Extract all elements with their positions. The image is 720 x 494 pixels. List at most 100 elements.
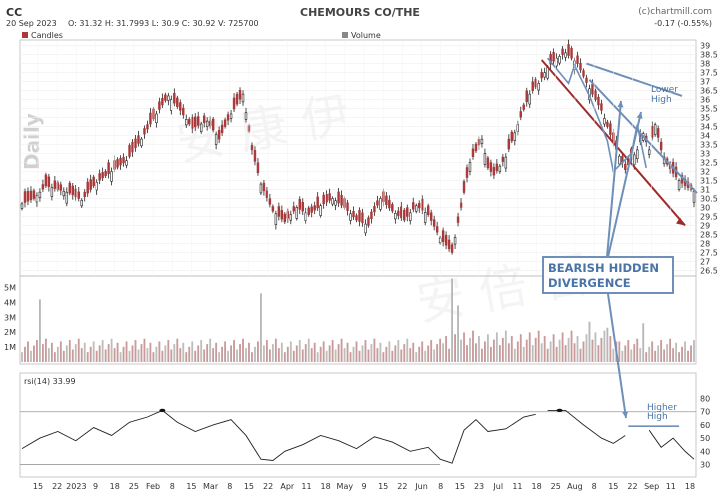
volume-bar: [388, 341, 391, 362]
volume-bar: [50, 342, 53, 362]
price-tick-label: 38: [700, 60, 710, 69]
volume-panel-frame: [19, 275, 697, 365]
candle-body: [355, 215, 358, 221]
volume-bar: [579, 348, 582, 362]
candle-body: [516, 124, 520, 132]
candle-body: [241, 93, 245, 103]
volume-bar: [268, 349, 271, 362]
candle-body: [507, 138, 511, 150]
x-tick-label: 23: [474, 482, 484, 491]
volume-bar: [666, 344, 669, 362]
volume-bar: [522, 346, 525, 362]
volume-bar: [152, 352, 155, 362]
volume-bar: [400, 349, 403, 362]
candle-body: [214, 134, 218, 145]
price-tick-label: 35: [700, 114, 710, 123]
candle-body: [158, 101, 161, 110]
candle-body: [423, 212, 427, 223]
volume-bar: [570, 330, 573, 362]
volume-bar: [197, 345, 200, 362]
candle-body: [226, 114, 230, 121]
candle-body: [238, 89, 242, 100]
volume-bar: [242, 338, 244, 362]
volume-bar: [304, 344, 307, 362]
x-tick-label: 22: [397, 482, 407, 491]
candle-body: [570, 47, 573, 59]
candle-body: [167, 95, 170, 101]
candle-body: [659, 141, 663, 151]
volume-bar: [573, 343, 576, 362]
volume-bar: [206, 344, 209, 362]
candle-body: [537, 83, 540, 91]
volume-bar: [221, 346, 224, 362]
candle-body: [89, 179, 92, 190]
candle-body: [289, 214, 293, 221]
volume-bar: [519, 334, 522, 362]
candle-body: [692, 190, 696, 203]
x-tick-label: Aug: [567, 482, 583, 491]
candle-body: [591, 83, 594, 95]
volume-bar: [430, 340, 433, 362]
volume-bar: [316, 352, 319, 362]
volume-bar: [349, 352, 352, 362]
x-tick-label: 22: [263, 482, 273, 491]
volume-bar: [251, 352, 253, 362]
candle-body: [364, 223, 367, 234]
volume-bar: [134, 340, 137, 362]
volume-bar: [41, 344, 44, 362]
candle-body: [343, 198, 346, 208]
volume-bar: [561, 332, 564, 362]
volume-y-axis: 1M 2M 3M 4M 5M: [4, 283, 16, 352]
volume-bar: [167, 340, 170, 362]
candle-body: [346, 202, 349, 211]
symbol: CC: [6, 6, 22, 19]
candle-body: [170, 99, 173, 111]
price-tick-label: 39: [700, 42, 710, 51]
volume-bar: [352, 346, 355, 362]
rsi-tick-label: 60: [700, 421, 710, 430]
volume-bar: [361, 345, 364, 362]
volume-bar: [346, 342, 349, 362]
candle-body: [489, 162, 493, 172]
volume-bar: [448, 348, 451, 362]
price-tick-label: 31.5: [700, 176, 718, 185]
candle-body: [223, 119, 227, 127]
volume-bar: [597, 345, 600, 362]
volume-bar: [322, 341, 325, 362]
x-tick-label: 18: [685, 482, 695, 491]
volume-bar: [239, 344, 241, 362]
candle-body: [298, 199, 301, 210]
candle-body: [337, 191, 340, 204]
volume-bar: [684, 341, 686, 362]
volume-bar: [319, 346, 322, 362]
divergence-label-line1: BEARISH HIDDEN: [548, 261, 659, 275]
price-tick-label: 29: [700, 221, 710, 230]
candle-body: [235, 93, 239, 105]
candle-body: [104, 171, 107, 177]
divergence-box: [542, 256, 674, 294]
candle-body: [268, 198, 272, 205]
volume-bar: [603, 330, 606, 362]
candle-body: [495, 163, 499, 171]
volume-bar: [224, 341, 227, 362]
candle-body: [647, 149, 651, 155]
volume-bar: [24, 346, 26, 362]
candle-body: [211, 118, 215, 131]
candle-body: [325, 194, 328, 203]
price-y-axis: 26.52727.52828.52929.53030.53131.53232.5…: [700, 42, 718, 276]
candle-body: [361, 212, 364, 224]
candle-body: [80, 199, 83, 207]
candle-body: [256, 162, 260, 173]
volume-bar: [265, 340, 268, 362]
volume-bar: [355, 341, 358, 362]
candle-body: [480, 138, 484, 144]
candle-body: [385, 195, 388, 206]
divergence-label-line2: DIVERGENCE: [548, 276, 631, 290]
volume-bar: [176, 338, 179, 362]
volume-bar: [481, 348, 483, 362]
candle-body: [313, 205, 316, 211]
rsi-tick-label: 40: [700, 447, 710, 456]
candle-body: [531, 81, 534, 91]
candle-body: [471, 148, 475, 157]
volume-bar: [507, 343, 510, 362]
